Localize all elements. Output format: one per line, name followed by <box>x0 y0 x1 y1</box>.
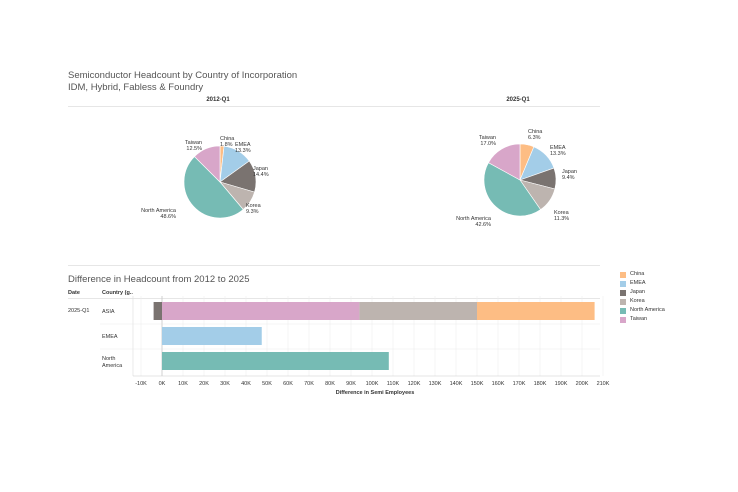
x-tick-label: 30K <box>220 381 230 387</box>
bar-asia-japan[interactable] <box>153 302 162 320</box>
x-tick-label: 80K <box>325 381 335 387</box>
dashboard-subtitle: IDM, Hybrid, Fabless & Foundry <box>68 82 204 93</box>
pie-1-label-name: Japan <box>562 169 577 175</box>
row-label-asia: ASIA <box>102 309 115 315</box>
pie-0-label-name: EMEA <box>235 142 251 148</box>
pie-0-label-name: Korea <box>246 203 262 209</box>
legend-label: North America <box>630 307 665 313</box>
legend-swatch <box>620 316 626 323</box>
section-divider <box>68 265 600 266</box>
bar-header-divider <box>68 298 600 299</box>
bar-asia-korea[interactable] <box>359 302 477 320</box>
x-tick-label: 20K <box>199 381 209 387</box>
legend-label: Japan <box>630 289 645 295</box>
pie-2025-title: 2025-Q1 <box>506 97 530 103</box>
pie-0-slice-taiwan[interactable] <box>194 145 221 183</box>
x-tick-label: 110K <box>387 381 400 387</box>
bar-asia-taiwan[interactable] <box>162 302 360 320</box>
x-tick-label: 90K <box>346 381 356 387</box>
x-tick-label: 150K <box>471 381 484 387</box>
col-header-date[interactable]: Date <box>68 290 80 296</box>
x-tick-label: 210K <box>597 381 610 387</box>
pie-1-label-value: 17.0% <box>480 141 496 147</box>
pie-0-label-name: Taiwan <box>185 140 202 146</box>
x-tick-label: 160K <box>492 381 505 387</box>
legend-label: China <box>630 271 645 277</box>
pie-1-label-name: Korea <box>554 210 570 216</box>
pie-0-label-name: North America <box>141 208 177 214</box>
legend-swatch <box>620 289 626 296</box>
legend-swatch <box>620 280 626 287</box>
row-label-north-america: North <box>102 356 115 362</box>
legend-item-taiwan[interactable]: Taiwan <box>620 315 665 324</box>
dashboard-title: Semiconductor Headcount by Country of In… <box>68 70 298 81</box>
legend-swatch <box>620 298 626 305</box>
x-tick-label: 100K <box>366 381 379 387</box>
x-tick-label: -10K <box>135 381 147 387</box>
x-tick-label: 10K <box>178 381 188 387</box>
x-tick-label: 120K <box>408 381 421 387</box>
x-tick-label: 40K <box>241 381 251 387</box>
bar-asia-china[interactable] <box>477 302 595 320</box>
legend-item-emea[interactable]: EMEA <box>620 279 665 288</box>
pie-0-label-value: 12.5% <box>186 146 202 152</box>
legend-item-china[interactable]: China <box>620 270 665 279</box>
legend-swatch <box>620 271 626 278</box>
date-value: 2025-Q1 <box>68 308 90 314</box>
x-tick-label: 60K <box>283 381 293 387</box>
pie-1-label-name: North America <box>456 216 492 222</box>
pie-1-label-value: 6.3% <box>528 135 541 141</box>
legend-label: EMEA <box>630 280 646 286</box>
bar-emea-emea[interactable] <box>162 327 262 345</box>
pie-0-label-value: 48.6% <box>160 214 176 220</box>
legend-label: Korea <box>630 298 645 304</box>
col-header-country[interactable]: Country (g.. <box>102 290 133 296</box>
pie-0-label-value: 9.3% <box>246 209 259 215</box>
x-tick-label: 190K <box>555 381 568 387</box>
pie-1-label-value: 9.4% <box>562 175 575 181</box>
legend-swatch <box>620 307 626 314</box>
bar-section-title: Difference in Headcount from 2012 to 202… <box>68 274 250 285</box>
legend-item-korea[interactable]: Korea <box>620 297 665 306</box>
pie-2012-title: 2012-Q1 <box>206 97 230 103</box>
pie-1-slice-taiwan[interactable] <box>488 143 521 181</box>
x-axis-title: Difference in Semi Employees <box>336 390 415 396</box>
x-tick-label: 170K <box>513 381 526 387</box>
pie-0-label-name: Japan <box>253 166 268 172</box>
x-tick-label: 130K <box>429 381 442 387</box>
legend-item-japan[interactable]: Japan <box>620 288 665 297</box>
x-tick-label: 200K <box>576 381 589 387</box>
pie-1-label-name: Taiwan <box>479 135 496 141</box>
bar-north-america-north-america[interactable] <box>162 352 389 370</box>
pie-1-label-value: 11.3% <box>554 216 569 222</box>
x-tick-label: 180K <box>534 381 547 387</box>
pie-0-label-value: 13.3% <box>235 148 251 154</box>
row-label-emea: EMEA <box>102 334 118 340</box>
legend-label: Taiwan <box>630 316 648 322</box>
pie-1-slice-north-america[interactable] <box>483 162 541 217</box>
pie-0-slice-north-america[interactable] <box>183 156 244 219</box>
pie-1-label-value: 13.3% <box>550 151 566 157</box>
x-tick-label: 0K <box>159 381 166 387</box>
x-tick-label: 50K <box>262 381 272 387</box>
legend-item-north-america[interactable]: North America <box>620 306 665 315</box>
pie-header-divider <box>68 106 600 107</box>
pie-1-label-value: 42.6% <box>475 222 491 228</box>
x-tick-label: 140K <box>450 381 463 387</box>
pie-0-label-name: China <box>220 136 235 142</box>
pie-1-label-name: EMEA <box>550 145 566 151</box>
x-tick-label: 70K <box>304 381 314 387</box>
legend: China EMEA Japan Korea North America Taiwan <box>620 270 665 324</box>
pie-0-label-value: 14.4% <box>253 172 269 178</box>
pie-1-label-name: China <box>528 129 543 135</box>
pie-0-label-value: 1.8% <box>220 142 233 148</box>
row-label-north-america: America <box>102 363 123 369</box>
